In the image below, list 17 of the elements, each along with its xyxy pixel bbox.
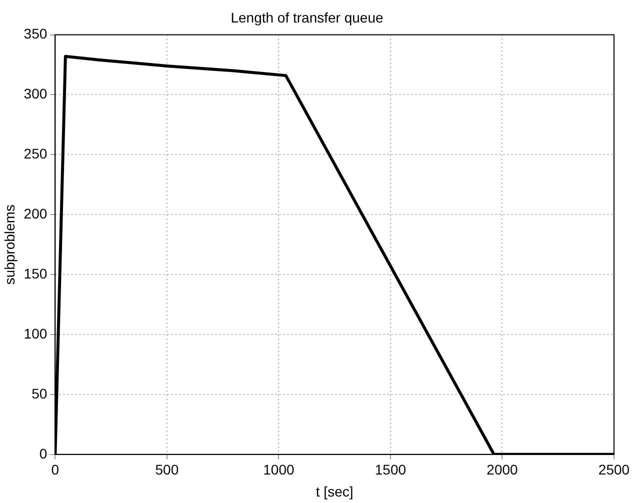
x-tick-label: 2500 xyxy=(598,462,630,478)
x-tick-label: 1500 xyxy=(374,462,406,478)
x-axis-title: t [sec] xyxy=(316,483,354,500)
x-tick-label: 1000 xyxy=(263,462,294,478)
y-tick-label: 0 xyxy=(39,445,48,462)
x-tick-label: 0 xyxy=(51,462,60,478)
y-tick-label: 200 xyxy=(24,205,48,222)
y-tick-label: 250 xyxy=(24,146,48,162)
x-tick-label: 500 xyxy=(155,462,179,478)
x-tick-label: 2000 xyxy=(486,462,518,478)
y-axis-title: subproblems xyxy=(1,204,18,285)
y-tick-label: 350 xyxy=(24,26,48,42)
y-tick-label: 300 xyxy=(24,86,48,102)
y-tick-label: 100 xyxy=(24,325,48,342)
y-tick-label: 50 xyxy=(32,385,48,402)
chart-title: Length of transfer queue xyxy=(230,9,384,26)
y-tick-label: 150 xyxy=(24,265,48,282)
